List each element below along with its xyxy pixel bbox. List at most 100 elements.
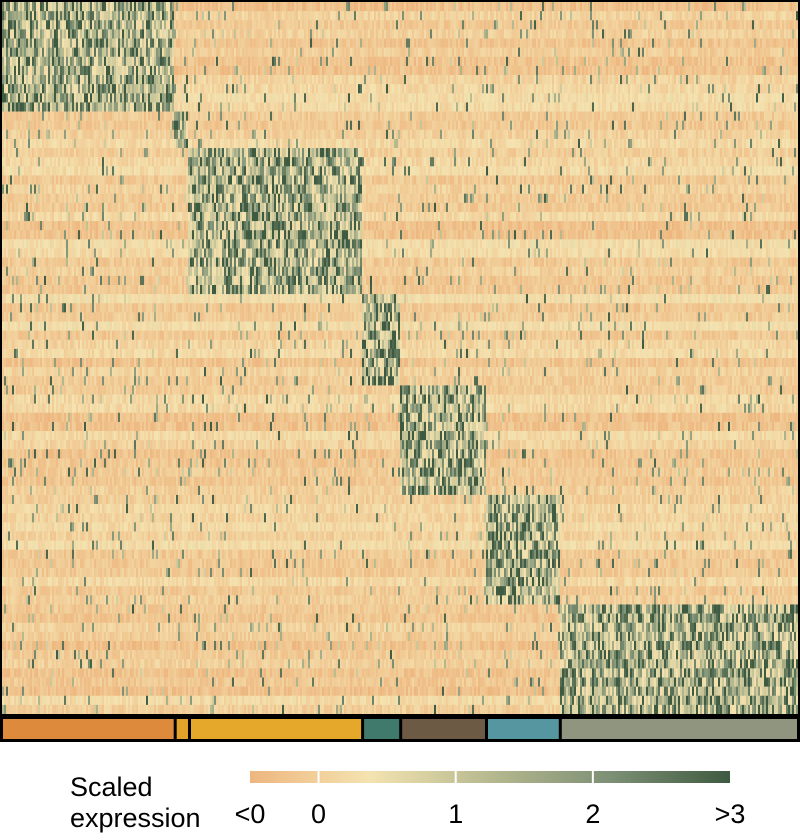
heatmap-cell	[510, 47, 512, 58]
heatmap-cell	[58, 56, 60, 67]
heatmap-cell	[120, 11, 122, 21]
heatmap-cell	[324, 84, 326, 94]
heatmap-cell	[660, 56, 662, 67]
heatmap-cell	[438, 38, 440, 48]
heatmap-cell	[650, 65, 652, 76]
heatmap-cell	[356, 65, 358, 76]
heatmap-cell	[730, 20, 732, 30]
heatmap-cell	[282, 56, 284, 67]
heatmap-cell	[194, 47, 196, 58]
heatmap-cell	[424, 11, 426, 21]
heatmap-cell	[34, 93, 36, 103]
heatmap-cell	[114, 11, 116, 21]
heatmap-cell	[598, 65, 600, 76]
heatmap-cell	[600, 20, 602, 30]
heatmap-cell	[650, 84, 652, 94]
heatmap-cell	[454, 11, 456, 21]
heatmap-cell	[548, 75, 550, 85]
heatmap-cell	[128, 75, 130, 85]
heatmap-cell	[112, 102, 114, 112]
heatmap-cell	[540, 47, 542, 58]
heatmap-cell	[232, 20, 234, 30]
heatmap-cell	[46, 102, 48, 112]
heatmap-cell	[404, 47, 406, 58]
heatmap-cell	[168, 93, 170, 103]
heatmap-cell	[570, 38, 572, 48]
heatmap-cell	[738, 11, 740, 21]
heatmap-cell	[74, 75, 76, 85]
heatmap-cell	[584, 20, 586, 30]
heatmap-cell	[718, 29, 720, 39]
heatmap-cell	[442, 2, 444, 12]
heatmap-cell	[654, 75, 656, 85]
heatmap-cell	[306, 20, 308, 30]
heatmap-cell	[182, 20, 184, 30]
heatmap-cell	[304, 2, 306, 12]
heatmap-cell	[644, 2, 646, 12]
heatmap-cell	[328, 47, 330, 58]
heatmap-cell	[42, 84, 44, 94]
heatmap-cell	[230, 38, 232, 48]
heatmap-cell	[284, 20, 286, 30]
heatmap-cell	[86, 102, 88, 112]
heatmap-cell	[606, 11, 608, 21]
heatmap-cell	[220, 102, 222, 112]
heatmap-cell	[94, 111, 96, 121]
heatmap-cell	[618, 38, 620, 48]
heatmap-cell	[730, 11, 732, 21]
heatmap-cell	[258, 65, 260, 76]
heatmap-cell	[296, 29, 298, 39]
heatmap-cell	[750, 29, 752, 39]
heatmap-cell	[512, 2, 514, 12]
heatmap-cell	[188, 93, 190, 103]
heatmap-cell	[450, 56, 452, 67]
heatmap-cell	[394, 2, 396, 12]
heatmap-cell	[454, 75, 456, 85]
heatmap-cell	[238, 93, 240, 103]
heatmap-cell	[180, 29, 182, 39]
heatmap-cell	[714, 102, 716, 112]
heatmap-cell	[676, 75, 678, 85]
heatmap-cell	[240, 2, 242, 12]
heatmap-cell	[34, 75, 36, 85]
heatmap-cell	[250, 102, 252, 112]
heatmap-cell	[28, 56, 30, 67]
heatmap-cell	[78, 47, 80, 58]
heatmap-cell	[344, 20, 346, 30]
heatmap-cell	[138, 93, 140, 103]
heatmap-cell	[198, 102, 200, 112]
heatmap-cell	[90, 93, 92, 103]
heatmap-cell	[20, 56, 22, 67]
heatmap-cell	[338, 75, 340, 85]
heatmap-cell	[82, 20, 84, 30]
heatmap-cell	[344, 111, 346, 121]
heatmap-cell	[380, 111, 382, 121]
heatmap-cell	[380, 2, 382, 12]
heatmap-cell	[764, 84, 766, 94]
heatmap-cell	[164, 20, 166, 30]
heatmap-cell	[256, 65, 258, 76]
heatmap-cell	[740, 47, 742, 58]
heatmap-cell	[476, 29, 478, 39]
heatmap-cell	[406, 47, 408, 58]
heatmap-cell	[702, 20, 704, 30]
heatmap-cell	[264, 84, 266, 94]
heatmap-cell	[598, 93, 600, 103]
heatmap-cell	[394, 11, 396, 21]
heatmap-cell	[20, 47, 22, 58]
heatmap-cell	[274, 47, 276, 58]
heatmap-cell	[680, 65, 682, 76]
heatmap-cell	[732, 11, 734, 21]
heatmap-cell	[614, 47, 616, 58]
heatmap-cell	[168, 2, 170, 12]
heatmap-cell	[338, 65, 340, 76]
heatmap-cell	[28, 11, 30, 21]
heatmap-cell	[568, 84, 570, 94]
heatmap-cell	[740, 93, 742, 103]
heatmap-cell	[164, 75, 166, 85]
heatmap-cell	[682, 84, 684, 94]
heatmap-cell	[120, 102, 122, 112]
heatmap-cell	[256, 75, 258, 85]
heatmap-cell	[394, 102, 396, 112]
heatmap-cell	[126, 2, 128, 12]
